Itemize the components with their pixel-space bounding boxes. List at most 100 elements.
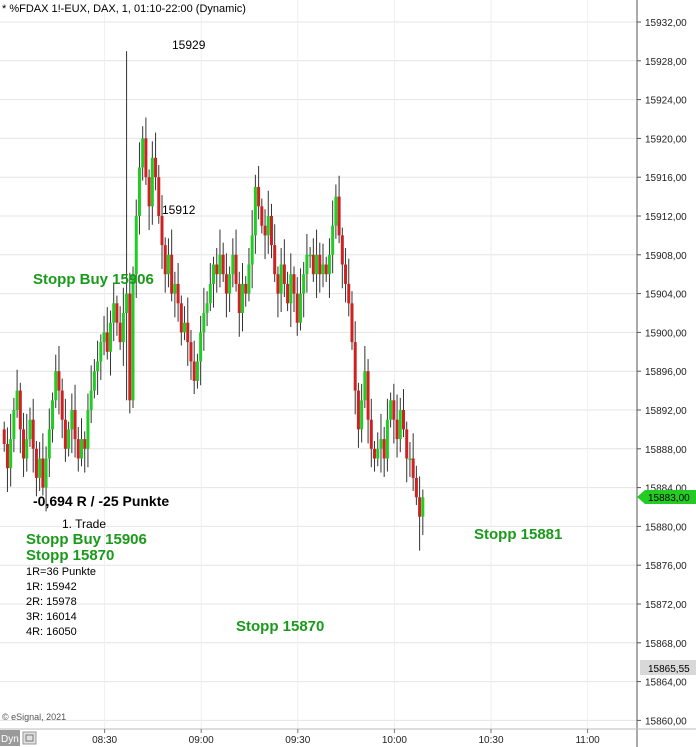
candle bbox=[25, 413, 29, 472]
candle-body bbox=[212, 264, 216, 284]
candle bbox=[302, 262, 306, 318]
candle bbox=[247, 248, 251, 302]
candle bbox=[308, 247, 312, 268]
candle-body bbox=[289, 274, 293, 304]
y-tick-label: 15900,00 bbox=[645, 328, 687, 339]
candle bbox=[241, 263, 244, 332]
candle-body bbox=[183, 322, 187, 333]
candle-body bbox=[205, 303, 209, 313]
candle bbox=[305, 233, 309, 293]
candle bbox=[118, 306, 122, 350]
candle bbox=[421, 489, 425, 536]
candle bbox=[83, 431, 87, 473]
candle-body bbox=[166, 254, 170, 275]
candle-body bbox=[266, 216, 270, 236]
candle bbox=[208, 263, 212, 312]
candle-body bbox=[318, 254, 322, 275]
candle bbox=[318, 242, 322, 293]
x-tick-label: 11:00 bbox=[575, 735, 600, 746]
candle bbox=[134, 199, 138, 298]
candle-body bbox=[128, 293, 132, 401]
candle bbox=[212, 256, 216, 308]
candle bbox=[15, 369, 19, 418]
y-tick-label: 15928,00 bbox=[645, 57, 687, 68]
window-icon bbox=[25, 734, 34, 742]
candle-body bbox=[118, 322, 122, 343]
candle bbox=[70, 393, 74, 454]
candle-body bbox=[60, 390, 64, 420]
candle-body bbox=[263, 225, 267, 236]
candle-body bbox=[163, 245, 167, 275]
candle bbox=[108, 310, 112, 376]
candle-body bbox=[63, 419, 67, 449]
trade-stopp: Stopp 15870 bbox=[26, 547, 115, 564]
candle-body bbox=[70, 410, 74, 430]
candle-body bbox=[105, 332, 109, 352]
candle-body bbox=[96, 361, 100, 372]
candle bbox=[125, 51, 129, 401]
candle bbox=[173, 271, 177, 318]
candle-body bbox=[421, 497, 425, 517]
candle-body bbox=[5, 443, 9, 469]
candle bbox=[408, 442, 412, 477]
candle bbox=[154, 132, 158, 191]
candle bbox=[99, 334, 103, 380]
candle-body bbox=[292, 274, 296, 294]
candle bbox=[215, 248, 219, 293]
candle-body bbox=[179, 303, 183, 333]
candle-body bbox=[121, 313, 125, 343]
candle bbox=[179, 295, 183, 346]
candle-body bbox=[9, 439, 13, 469]
candle-body bbox=[234, 254, 238, 284]
candle-body bbox=[302, 274, 306, 294]
x-tick-label: 09:30 bbox=[285, 735, 310, 746]
candle bbox=[257, 166, 261, 220]
candle-body bbox=[76, 439, 80, 459]
candle bbox=[51, 392, 55, 443]
y-tick-label: 15896,00 bbox=[645, 367, 687, 378]
x-axis: 08:30 09:00 09:30 10:00 10:30 11:00 bbox=[92, 729, 600, 746]
candle bbox=[102, 315, 106, 356]
candle-body bbox=[51, 400, 55, 430]
candle-body bbox=[221, 254, 225, 275]
candle-body bbox=[402, 410, 405, 430]
candle bbox=[183, 306, 187, 341]
candle-body bbox=[337, 196, 341, 236]
candle-body bbox=[269, 216, 273, 246]
candle bbox=[205, 291, 209, 327]
y-tick-label: 15884,00 bbox=[645, 484, 687, 495]
candle-body bbox=[92, 371, 96, 391]
dyn-button[interactable]: Dyn bbox=[0, 730, 37, 746]
candle-body bbox=[144, 138, 148, 178]
x-tick-label: 10:30 bbox=[478, 735, 503, 746]
candle-body bbox=[282, 264, 286, 284]
candle bbox=[141, 126, 145, 181]
candle bbox=[292, 266, 296, 313]
candle-body bbox=[286, 283, 290, 304]
y-tick-label: 15872,00 bbox=[645, 600, 687, 611]
candle bbox=[44, 446, 48, 512]
y-tick-label: 15860,00 bbox=[645, 716, 687, 727]
candle-body bbox=[15, 390, 19, 410]
candle-body bbox=[398, 410, 402, 440]
candle-body bbox=[260, 206, 264, 226]
candle-body bbox=[331, 225, 335, 255]
candle bbox=[369, 398, 373, 468]
candle-body bbox=[170, 254, 174, 294]
candle-body bbox=[321, 264, 325, 275]
candle-body bbox=[150, 157, 154, 207]
candle bbox=[38, 442, 42, 491]
candle bbox=[321, 243, 325, 288]
candle bbox=[28, 407, 32, 447]
candle bbox=[147, 169, 151, 231]
candle-body bbox=[108, 322, 112, 352]
candle bbox=[385, 398, 389, 472]
candle bbox=[376, 432, 380, 467]
candle-body bbox=[189, 342, 193, 362]
candle-body bbox=[147, 177, 151, 207]
candle-body bbox=[250, 235, 254, 265]
x-tick-label: 08:30 bbox=[92, 735, 117, 746]
candle bbox=[337, 175, 341, 244]
candle-body bbox=[99, 342, 103, 362]
candle-body bbox=[176, 283, 180, 304]
